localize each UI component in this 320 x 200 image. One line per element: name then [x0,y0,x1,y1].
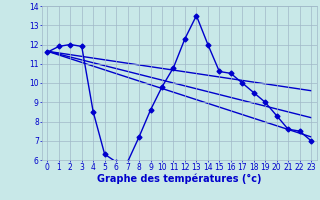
X-axis label: Graphe des températures (°c): Graphe des températures (°c) [97,173,261,184]
